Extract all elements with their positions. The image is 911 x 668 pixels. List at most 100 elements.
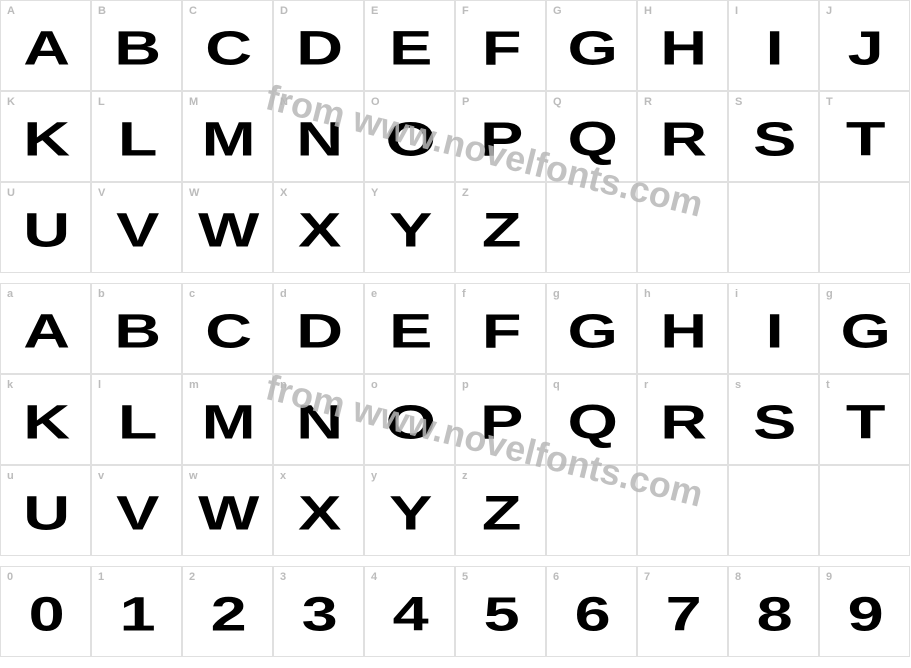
cell-glyph: 7 [665,588,700,643]
cell-glyph: W [198,204,258,259]
cell-glyph: I [765,305,782,360]
cell-glyph: R [660,113,705,168]
cell-label: k [7,379,13,391]
glyph-cell: 55 [455,566,546,657]
glyph-cell: 00 [0,566,91,657]
glyph-cell: UU [0,182,91,273]
cell-label: Y [371,187,378,199]
glyph-cell [546,182,637,273]
cell-glyph: C [205,305,250,360]
cell-label: v [98,470,104,482]
glyph-row: KKLLMMNNOOPPQQRRSSTT [0,91,910,182]
cell-glyph: G [567,22,616,77]
cell-glyph: E [389,22,431,77]
cell-label: l [98,379,101,391]
cell-glyph: Y [389,204,431,259]
cell-label: d [280,288,287,300]
cell-glyph: Z [481,204,519,259]
cell-label: S [735,96,742,108]
cell-glyph: P [480,113,522,168]
glyph-cell: aA [0,283,91,374]
glyph-cell: gG [546,283,637,374]
glyph-cell: gG [819,283,910,374]
glyph-cell: LL [91,91,182,182]
glyph-cell: vV [91,465,182,556]
glyph-cell: FF [455,0,546,91]
cell-label: g [826,288,833,300]
glyph-cell: 77 [637,566,728,657]
cell-label: z [462,470,468,482]
cell-label: 8 [735,571,741,583]
cell-glyph: L [117,113,155,168]
glyph-row: kKlLmMnNoOpPqQrRsStT [0,374,910,465]
cell-glyph: 8 [756,588,791,643]
cell-label: 1 [98,571,104,583]
glyph-cell: TT [819,91,910,182]
cell-glyph: B [114,22,159,77]
cell-glyph: K [23,113,68,168]
glyph-cell [637,465,728,556]
glyph-cell: YY [364,182,455,273]
cell-glyph: G [567,305,616,360]
glyph-cell: zZ [455,465,546,556]
cell-label: 7 [644,571,650,583]
cell-glyph: K [23,396,68,451]
cell-label: p [462,379,469,391]
glyph-cell: MM [182,91,273,182]
glyph-cell: JJ [819,0,910,91]
cell-label: V [98,187,105,199]
cell-label: X [280,187,287,199]
glyph-cell: mM [182,374,273,465]
glyph-cell: QQ [546,91,637,182]
cell-glyph: 9 [847,588,882,643]
glyph-cell: lL [91,374,182,465]
cell-glyph: W [198,487,258,542]
glyph-cell: 22 [182,566,273,657]
cell-label: r [644,379,648,391]
glyph-row: UUVVWWXXYYZZ [0,182,910,273]
glyph-cell: xX [273,465,364,556]
cell-label: D [280,5,288,17]
glyph-row: aAbBcCdDeEfFgGhHiIgG [0,283,910,374]
cell-glyph: V [116,204,158,259]
cell-label: R [644,96,652,108]
cell-label: u [7,470,14,482]
cell-label: G [553,5,562,17]
glyph-cell: hH [637,283,728,374]
cell-glyph: Y [389,487,431,542]
cell-label: t [826,379,830,391]
cell-glyph: J [847,22,882,77]
glyph-cell: WW [182,182,273,273]
cell-label: 9 [826,571,832,583]
cell-glyph: 4 [392,588,427,643]
cell-label: 2 [189,571,195,583]
glyph-cell: SS [728,91,819,182]
cell-label: f [462,288,466,300]
glyph-cell [637,182,728,273]
cell-glyph: 3 [301,588,336,643]
cell-glyph: X [298,204,340,259]
glyph-cell: uU [0,465,91,556]
cell-label: 4 [371,571,377,583]
glyph-cell [728,182,819,273]
cell-label: L [98,96,105,108]
cell-glyph: R [660,396,705,451]
glyph-cell: dD [273,283,364,374]
glyph-cell: DD [273,0,364,91]
glyph-cell: 33 [273,566,364,657]
cell-glyph: A [23,22,68,77]
glyph-cell: wW [182,465,273,556]
cell-label: q [553,379,560,391]
cell-label: n [280,379,287,391]
font-character-map: AABBCCDDEEFFGGHHIIJJKKLLMMNNOOPPQQRRSSTT… [0,0,911,668]
cell-label: b [98,288,105,300]
cell-glyph: O [385,396,434,451]
glyph-cell: qQ [546,374,637,465]
glyph-cell: fF [455,283,546,374]
glyph-cell: 99 [819,566,910,657]
cell-glyph: T [845,113,883,168]
glyph-cell: XX [273,182,364,273]
glyph-cell: ZZ [455,182,546,273]
cell-label: O [371,96,380,108]
cell-glyph: I [765,22,782,77]
